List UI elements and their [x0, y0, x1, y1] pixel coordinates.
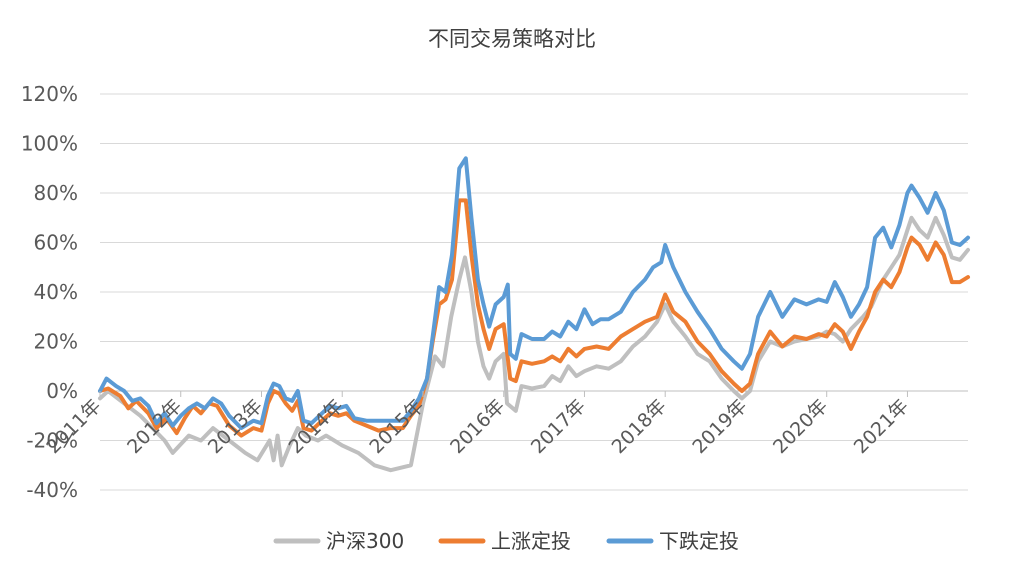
x-tick-label: 2018年 — [608, 395, 671, 458]
legend-label: 沪深300 — [326, 529, 404, 553]
y-tick-label: 60% — [34, 231, 78, 255]
gridlines — [100, 93, 968, 491]
x-tick-label: 2019年 — [688, 395, 751, 458]
series-line — [98, 198, 970, 438]
y-tick-label: -20% — [26, 429, 78, 453]
y-axis: 120% 100% 80% 60% 40% 20% 0% -20% -40% — [21, 82, 78, 502]
series-line — [98, 215, 970, 473]
series-line — [98, 156, 970, 431]
x-tick-label: 2016年 — [446, 395, 509, 458]
legend-label: 上涨定投 — [491, 529, 571, 553]
x-tick-label: 2020年 — [769, 395, 832, 458]
y-tick-label: 120% — [21, 82, 78, 106]
y-tick-label: 100% — [21, 132, 78, 156]
legend: 沪深300 上涨定投 下跌定投 — [273, 529, 739, 553]
y-tick-label: -40% — [26, 478, 78, 502]
x-tick-label: 2017年 — [527, 395, 590, 458]
y-tick-label: 80% — [34, 181, 78, 205]
y-tick-label: 40% — [34, 280, 78, 304]
legend-label: 下跌定投 — [659, 529, 739, 553]
y-tick-label: 20% — [34, 330, 78, 354]
y-tick-label: 0% — [46, 379, 78, 403]
x-tick-label: 2021年 — [850, 395, 913, 458]
chart-title: 不同交易策略对比 — [428, 27, 596, 51]
plot-area — [98, 156, 970, 473]
